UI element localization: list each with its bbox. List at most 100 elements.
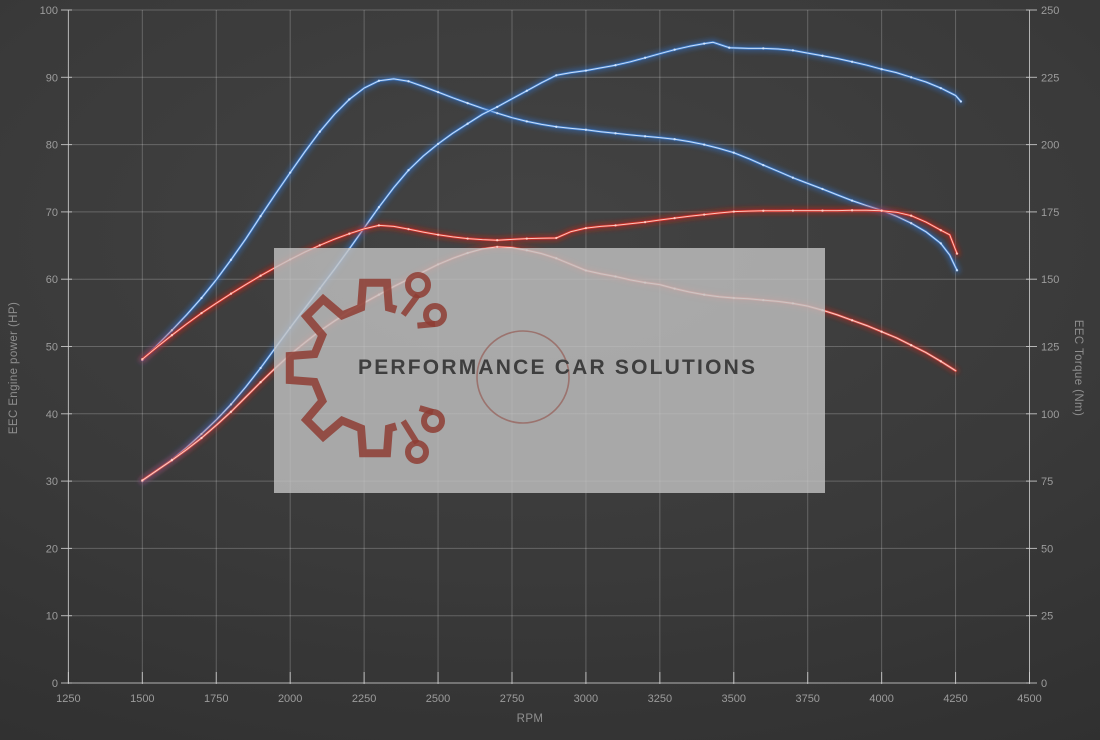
axes [61,9,1037,684]
data-point-dot [643,135,647,138]
data-point-dot [791,176,795,179]
data-point-dot [377,206,381,209]
y-left-tick-label: 50 [46,342,58,354]
y-left-tick-label: 80 [46,140,58,152]
data-point-dot [525,120,528,123]
data-point-dot [850,209,854,212]
gear-trace-dot [405,440,429,464]
y-right-tick-label: 175 [1041,207,1059,219]
data-point-dot [496,245,499,249]
data-point-dot [407,80,410,83]
data-point-dot [643,220,647,224]
data-point-dot [348,232,351,235]
data-point-dot [318,130,321,133]
data-point-dot [555,125,558,128]
data-point-dot [880,68,883,71]
data-point-dot [703,42,706,45]
data-point-dot [584,69,588,72]
data-point-dot [643,56,647,59]
gear-trace [400,419,420,445]
data-point-dot [141,479,144,482]
x-tick-label: 3000 [574,693,598,705]
y-left-axis-title: EEC Engine power (HP) [8,302,20,434]
watermark-text: PERFORMANCE CAR SOLUTIONS [358,356,758,379]
data-point-dot [850,60,854,63]
y-right-tick-label: 0 [1041,678,1047,690]
y-right-tick-label: 50 [1041,543,1053,555]
y-left-tick-label: 90 [46,72,58,84]
watermark: PERFORMANCE CAR SOLUTIONS [274,248,825,493]
data-point-dot [229,403,233,406]
x-tick-label: 4000 [869,693,893,705]
data-point-dot [200,436,203,440]
data-point-dot [880,209,883,212]
data-point-dot [466,237,469,240]
gear-icon [285,272,570,464]
data-point-dot [496,239,499,242]
data-point-dot [614,224,617,227]
data-point-dot [229,258,233,261]
y-left-tick-label: 0 [52,678,58,690]
data-point-dot [318,244,321,247]
y-right-tick-label: 200 [1041,140,1059,152]
data-point-dot [732,151,735,154]
y-left-tick-label: 40 [46,409,58,421]
data-point-dot [939,360,942,363]
data-point-dot [880,330,883,333]
x-tick-label: 1750 [204,693,228,705]
y-right-tick-label: 75 [1041,476,1053,488]
gear-trace-dot [405,272,431,298]
data-point-dot [821,187,824,191]
y-right-tick-label: 250 [1041,5,1059,17]
data-point-dot [200,296,203,300]
data-point-dot [436,90,440,94]
series-torque-blue [138,75,961,364]
data-point-dot [584,128,588,131]
x-tick-label: 2250 [352,693,376,705]
x-tick-label: 3250 [648,693,672,705]
y-left-tick-label: 70 [46,207,58,219]
data-point-dot [229,410,233,413]
data-point-dot [259,274,262,277]
data-point-dot [732,210,735,213]
data-point-dot [673,48,676,51]
data-point-dot [525,237,528,240]
data-point-dot [259,381,262,384]
data-point-dot [939,242,942,245]
y-right-tick-label: 225 [1041,72,1059,84]
data-point-dot [466,122,469,125]
x-tick-label: 4500 [1017,693,1041,705]
data-point-dot [791,49,795,52]
gear-teeth [285,278,398,458]
data-point-dot [170,334,174,337]
data-point-dot [229,292,233,295]
data-point-dot [821,209,824,212]
data-point-dot [555,74,558,77]
data-point-dot [673,138,676,141]
x-tick-label: 3750 [795,693,819,705]
data-point-dot [436,233,440,236]
y-left-tick-label: 60 [46,274,58,286]
data-point-dot [466,101,469,105]
y-left-tick-label: 100 [40,5,58,17]
data-point-dot [614,64,617,67]
y-right-tick-label: 125 [1041,342,1059,354]
gear-inner-arc [476,330,570,424]
data-point-dot [407,169,410,172]
x-tick-label: 4250 [943,693,967,705]
data-point-dot [436,142,440,146]
data-point-dot [407,227,410,231]
data-point-dot [959,100,963,103]
y-right-tick-label: 25 [1041,611,1053,623]
x-tick-label: 1250 [56,693,80,705]
gear-trace [400,293,421,317]
data-point-dot [525,89,528,92]
data-point-dot [289,171,292,174]
watermark-logo [285,272,570,464]
data-point-dot [955,269,959,272]
data-point-dot [703,143,706,146]
data-point-dot [955,252,959,255]
y-right-axis-title: EEC Torque (Nm) [1072,320,1084,417]
data-point-dot [850,319,854,322]
